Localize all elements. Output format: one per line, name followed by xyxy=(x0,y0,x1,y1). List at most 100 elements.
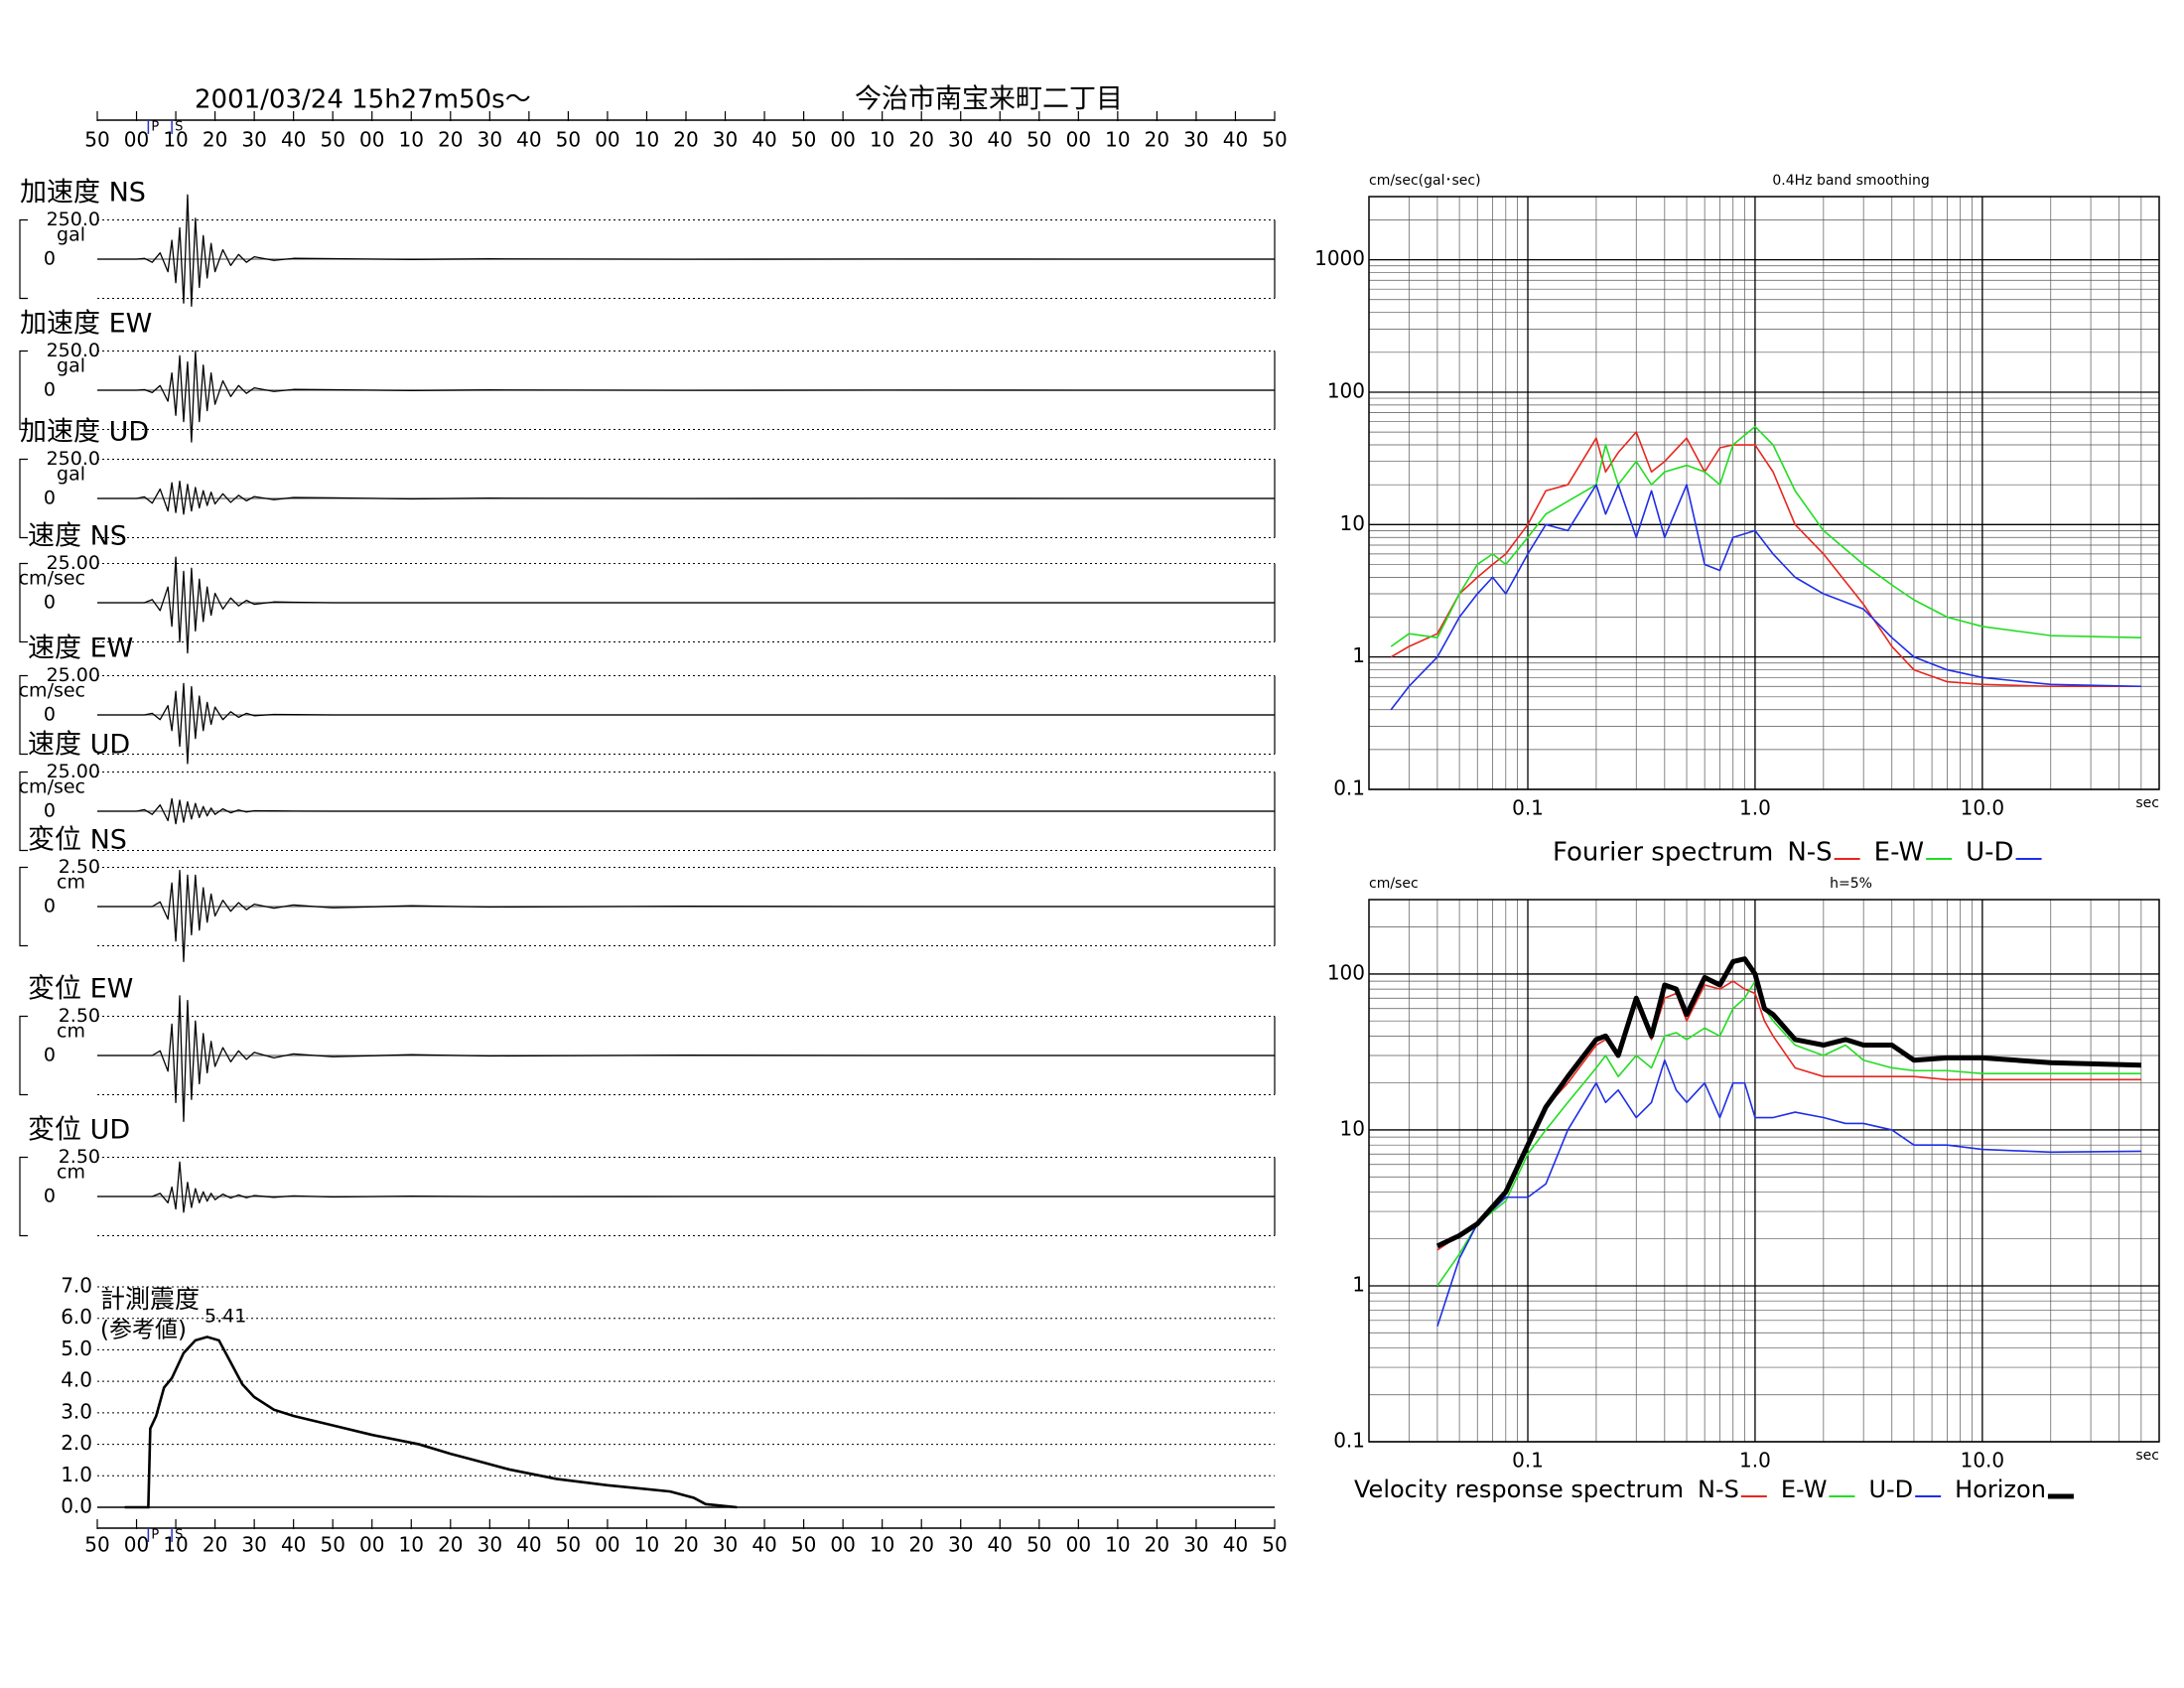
bracket xyxy=(19,1156,28,1237)
bracket xyxy=(19,458,28,539)
intensity-curve xyxy=(124,1336,738,1509)
x-tick-label: 00 xyxy=(124,1533,149,1557)
record-time: 2001/03/24 15h27m50s〜 xyxy=(195,85,531,115)
y-tick-label: 0 xyxy=(44,800,56,822)
intensity-subtitle: (参考値) xyxy=(100,1318,187,1343)
unit-label: gal xyxy=(57,224,85,246)
unit-label: cm/sec xyxy=(19,568,85,590)
x-tick-label: 40 xyxy=(988,1533,1013,1557)
x-tick-label: 20 xyxy=(438,128,463,152)
x-tick-label: 30 xyxy=(1183,128,1208,152)
x-tick-label: 50 xyxy=(1262,1533,1287,1557)
y-tick-label: 5.0 xyxy=(61,1336,92,1360)
peak-label: 5.41 xyxy=(205,1306,246,1328)
unit-label: cm/sec xyxy=(19,680,85,702)
waveform xyxy=(97,682,1275,765)
x-tick-label: 10 xyxy=(1105,128,1130,152)
trace-label: 加速度 UD xyxy=(20,417,149,448)
spectrum-line xyxy=(1390,484,2141,711)
waveform xyxy=(97,194,1275,308)
x-tick-label: 20 xyxy=(908,1533,933,1557)
annotation: h=5% xyxy=(1830,876,1872,892)
x-axis-unit: sec xyxy=(2135,795,2159,811)
legend-label: E-W xyxy=(1874,838,1924,868)
y-tick-label: 2.0 xyxy=(61,1431,92,1455)
x-tick-label: 50 xyxy=(320,1533,344,1557)
y-tick-label: 2.50 xyxy=(59,1005,100,1027)
x-tick-label: 00 xyxy=(1066,1533,1091,1557)
y-tick-label: 250.0 xyxy=(47,209,100,230)
x-tick-label: 50 xyxy=(320,128,344,152)
x-tick-label: 10 xyxy=(399,1533,424,1557)
x-tick-label: 10 xyxy=(870,1533,894,1557)
x-tick-label: 50 xyxy=(556,1533,581,1557)
phase-label: P xyxy=(151,1528,159,1543)
y-tick-label: 1 xyxy=(1352,1272,1365,1296)
y-tick-label: 0.1 xyxy=(1333,776,1365,800)
y-tick-label: 25.00 xyxy=(47,664,100,686)
x-tick-label: 30 xyxy=(241,128,266,152)
x-tick-label: 20 xyxy=(203,1533,227,1557)
waveform xyxy=(97,797,1275,825)
y-tick-label: 25.00 xyxy=(47,761,100,782)
unit-label: gal xyxy=(57,355,85,377)
y-tick-label: 250.0 xyxy=(47,448,100,470)
unit-label: cm xyxy=(57,1021,85,1043)
y-tick-label: 250.0 xyxy=(47,340,100,361)
x-tick-label: 50 xyxy=(791,1533,816,1557)
y-tick-label: 10 xyxy=(1340,511,1365,535)
x-tick-label: 00 xyxy=(1066,128,1091,152)
legend-label: E-W xyxy=(1781,1476,1828,1503)
y-tick-label: 10 xyxy=(1340,1116,1365,1140)
trace-label: 変位 UD xyxy=(28,1115,130,1146)
bracket xyxy=(19,674,28,756)
x-tick-label: 10 xyxy=(634,128,659,152)
y-tick-label: 2.50 xyxy=(59,856,100,878)
unit-label: cm/sec xyxy=(19,776,85,798)
x-tick-label: 10 xyxy=(163,1533,188,1557)
y-axis-unit: cm/sec(gal･sec) xyxy=(1369,173,1481,189)
x-tick-label: 40 xyxy=(751,128,776,152)
x-tick-label: 10 xyxy=(163,128,188,152)
x-tick-label: 30 xyxy=(478,1533,502,1557)
y-tick-label: 0 xyxy=(44,1045,56,1066)
x-tick-label: 10 xyxy=(399,128,424,152)
y-tick-label: 0.0 xyxy=(61,1494,92,1518)
trace-label: 速度 NS xyxy=(28,521,127,552)
x-tick-label: 30 xyxy=(1183,1533,1208,1557)
x-tick-label: 50 xyxy=(84,1533,109,1557)
legend-label: N-S xyxy=(1787,838,1832,868)
phase-label: P xyxy=(151,120,159,135)
x-tick-label: 40 xyxy=(281,1533,306,1557)
x-tick-label: 50 xyxy=(1026,1533,1051,1557)
x-tick-label: 10.0 xyxy=(1961,796,2005,820)
y-tick-label: 100 xyxy=(1327,378,1365,402)
legend-label: N-S xyxy=(1698,1476,1739,1503)
bracket xyxy=(19,771,28,852)
x-tick-label: 20 xyxy=(673,1533,698,1557)
spectrum-line xyxy=(1436,980,2141,1287)
x-tick-label: 00 xyxy=(830,128,855,152)
legend-title: Fourier spectrum xyxy=(1553,838,1773,868)
x-tick-label: 20 xyxy=(203,128,227,152)
x-tick-label: 30 xyxy=(713,128,738,152)
bracket xyxy=(19,350,28,431)
y-tick-label: 4.0 xyxy=(61,1368,92,1392)
y-tick-label: 6.0 xyxy=(61,1305,92,1329)
x-tick-label: 10.0 xyxy=(1961,1449,2005,1473)
spectrum-line xyxy=(1435,956,2141,1249)
x-tick-label: 30 xyxy=(713,1533,738,1557)
y-tick-label: 0 xyxy=(44,592,56,614)
x-axis-unit: sec xyxy=(2135,1448,2159,1464)
bracket xyxy=(19,218,28,300)
trace-label: 速度 EW xyxy=(28,633,133,664)
x-tick-label: 40 xyxy=(1223,1533,1248,1557)
y-tick-label: 0 xyxy=(44,1186,56,1207)
x-tick-label: 20 xyxy=(1145,128,1169,152)
y-tick-label: 100 xyxy=(1327,960,1365,984)
x-tick-label: 30 xyxy=(948,1533,973,1557)
x-tick-label: 30 xyxy=(478,128,502,152)
y-tick-label: 2.50 xyxy=(59,1146,100,1168)
trace-label: 変位 EW xyxy=(28,974,133,1005)
